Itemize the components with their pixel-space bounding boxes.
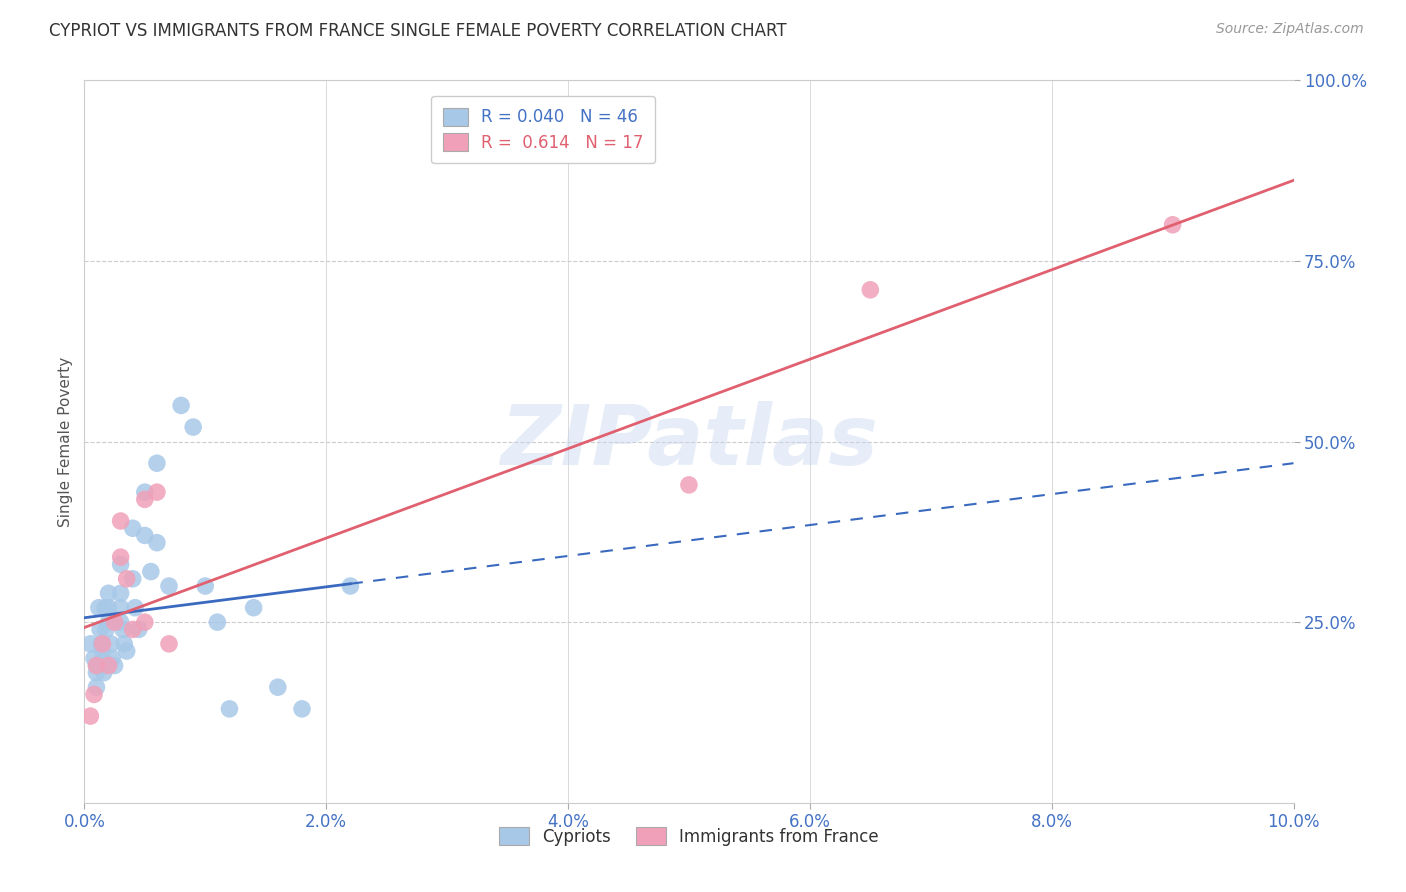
Point bbox=[79, 637, 101, 651]
Point bbox=[97, 615, 120, 630]
Point bbox=[91, 644, 114, 658]
Point bbox=[86, 665, 108, 680]
Point bbox=[91, 658, 114, 673]
Legend: Cypriots, Immigrants from France: Cypriots, Immigrants from France bbox=[492, 821, 886, 852]
Point bbox=[242, 600, 264, 615]
Text: Source: ZipAtlas.com: Source: ZipAtlas.com bbox=[1216, 22, 1364, 37]
Point bbox=[146, 485, 169, 500]
Point bbox=[110, 586, 132, 600]
Point bbox=[86, 658, 108, 673]
Point bbox=[859, 283, 882, 297]
Point bbox=[91, 651, 114, 665]
Point bbox=[110, 558, 132, 572]
Point bbox=[94, 600, 117, 615]
Point bbox=[112, 623, 135, 637]
Point bbox=[170, 398, 193, 412]
Point bbox=[139, 565, 162, 579]
Point bbox=[101, 651, 124, 665]
Point bbox=[207, 615, 229, 630]
Point bbox=[112, 637, 135, 651]
Point bbox=[134, 528, 156, 542]
Point bbox=[93, 665, 115, 680]
Point bbox=[134, 492, 156, 507]
Point bbox=[218, 702, 240, 716]
Point bbox=[194, 579, 217, 593]
Point bbox=[97, 586, 120, 600]
Point bbox=[104, 615, 127, 630]
Point bbox=[97, 658, 120, 673]
Point bbox=[157, 579, 180, 593]
Point bbox=[90, 637, 112, 651]
Point bbox=[157, 637, 180, 651]
Point bbox=[146, 535, 169, 549]
Point bbox=[181, 420, 204, 434]
Text: CYPRIOT VS IMMIGRANTS FROM FRANCE SINGLE FEMALE POVERTY CORRELATION CHART: CYPRIOT VS IMMIGRANTS FROM FRANCE SINGLE… bbox=[49, 22, 787, 40]
Point bbox=[91, 637, 114, 651]
Point bbox=[124, 600, 146, 615]
Point bbox=[86, 658, 108, 673]
Point bbox=[110, 615, 132, 630]
Point bbox=[267, 680, 290, 694]
Point bbox=[678, 478, 700, 492]
Point bbox=[134, 615, 156, 630]
Text: ZIPatlas: ZIPatlas bbox=[501, 401, 877, 482]
Point bbox=[339, 579, 361, 593]
Point bbox=[83, 651, 105, 665]
Point bbox=[86, 680, 108, 694]
Point bbox=[110, 600, 132, 615]
Point bbox=[121, 521, 143, 535]
Point bbox=[121, 572, 143, 586]
Point bbox=[87, 600, 110, 615]
Point bbox=[115, 644, 138, 658]
Point bbox=[104, 658, 127, 673]
Point bbox=[134, 485, 156, 500]
Point bbox=[291, 702, 314, 716]
Point bbox=[110, 550, 132, 565]
Point bbox=[146, 456, 169, 470]
Point bbox=[110, 514, 132, 528]
Point bbox=[79, 709, 101, 723]
Point bbox=[97, 600, 120, 615]
Point bbox=[100, 637, 122, 651]
Point bbox=[121, 623, 143, 637]
Y-axis label: Single Female Poverty: Single Female Poverty bbox=[58, 357, 73, 526]
Point bbox=[128, 623, 150, 637]
Point bbox=[89, 623, 111, 637]
Point bbox=[83, 687, 105, 701]
Point bbox=[94, 623, 117, 637]
Point bbox=[1161, 218, 1184, 232]
Point bbox=[115, 572, 138, 586]
